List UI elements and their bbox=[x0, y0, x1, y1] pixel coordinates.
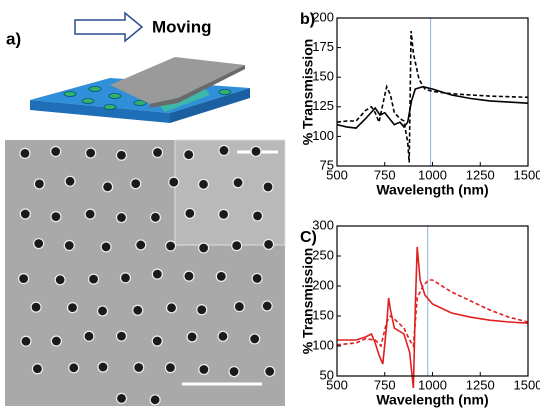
hole bbox=[165, 363, 175, 373]
hole bbox=[187, 332, 197, 342]
hole bbox=[263, 182, 273, 192]
x-tick-label: 1500 bbox=[514, 167, 540, 182]
hole bbox=[216, 271, 226, 281]
y-tick-label: 300 bbox=[312, 217, 334, 232]
hole bbox=[251, 146, 261, 156]
hole bbox=[20, 148, 30, 158]
x-tick-label: 1500 bbox=[514, 377, 540, 392]
hole bbox=[68, 303, 78, 313]
hole bbox=[152, 336, 162, 346]
hole bbox=[86, 148, 96, 158]
arrow-text: Moving bbox=[152, 17, 212, 36]
hole bbox=[265, 366, 275, 376]
arrow bbox=[75, 13, 142, 41]
hole bbox=[199, 243, 209, 253]
panel-label: a) bbox=[6, 29, 21, 48]
hole bbox=[150, 212, 160, 222]
hole bbox=[199, 364, 209, 374]
hole bbox=[116, 150, 126, 160]
x-tick-label: 500 bbox=[326, 167, 348, 182]
hole bbox=[150, 395, 160, 405]
hole bbox=[169, 177, 179, 187]
hole bbox=[234, 302, 244, 312]
hole bbox=[98, 362, 108, 372]
hole bbox=[184, 150, 194, 160]
x-tick-label: 1000 bbox=[418, 167, 447, 182]
hole bbox=[167, 303, 177, 313]
hole bbox=[253, 211, 263, 221]
hole bbox=[51, 336, 61, 346]
y-axis-label: % Transmission bbox=[300, 248, 316, 355]
hole bbox=[219, 145, 229, 155]
hole bbox=[232, 241, 242, 251]
hole bbox=[89, 274, 99, 284]
hole bbox=[31, 302, 41, 312]
hole bbox=[84, 331, 94, 341]
x-tick-label: 750 bbox=[374, 377, 396, 392]
data-line bbox=[337, 247, 528, 388]
sem-image bbox=[5, 140, 285, 406]
data-line bbox=[337, 87, 528, 128]
figure: a) Moving b)7510012515017520050075010001… bbox=[0, 0, 540, 412]
hole bbox=[199, 179, 209, 189]
hole bbox=[19, 274, 29, 284]
hole bbox=[153, 147, 163, 157]
hole bbox=[264, 239, 274, 249]
hole bbox=[250, 334, 260, 344]
hole bbox=[103, 182, 113, 192]
hole bbox=[55, 275, 65, 285]
hole bbox=[116, 331, 126, 341]
plot-frame bbox=[337, 18, 528, 166]
hole bbox=[133, 305, 143, 315]
hole bbox=[185, 208, 195, 218]
hole bbox=[229, 367, 239, 377]
hole bbox=[152, 269, 162, 279]
hole bbox=[32, 364, 42, 374]
hole bbox=[101, 242, 111, 252]
hole bbox=[134, 363, 144, 373]
hole bbox=[136, 240, 146, 250]
hole bbox=[197, 305, 207, 315]
hole bbox=[166, 241, 176, 251]
hole bbox=[219, 209, 229, 219]
hole bbox=[131, 179, 141, 189]
plot-frame bbox=[337, 226, 528, 376]
hole bbox=[184, 271, 194, 281]
x-axis-label: Wavelength (nm) bbox=[376, 392, 488, 408]
hole bbox=[69, 363, 79, 373]
schematic bbox=[30, 57, 250, 123]
hole bbox=[51, 146, 61, 156]
hole bbox=[262, 301, 272, 311]
hole bbox=[64, 240, 74, 250]
hole bbox=[85, 209, 95, 219]
x-tick-label: 500 bbox=[326, 377, 348, 392]
x-tick-label: 1250 bbox=[466, 377, 495, 392]
hole bbox=[218, 331, 228, 341]
x-tick-label: 1000 bbox=[418, 377, 447, 392]
hole bbox=[20, 209, 30, 219]
hole bbox=[34, 239, 44, 249]
hole bbox=[34, 179, 44, 189]
hole bbox=[98, 306, 108, 316]
x-tick-label: 1250 bbox=[466, 167, 495, 182]
hole bbox=[252, 273, 262, 283]
hole bbox=[21, 336, 31, 346]
x-tick-label: 750 bbox=[374, 167, 396, 182]
hole bbox=[51, 212, 61, 222]
hole bbox=[65, 176, 75, 186]
y-tick-label: 200 bbox=[312, 9, 334, 24]
hole bbox=[116, 213, 126, 223]
hole bbox=[233, 178, 243, 188]
hole bbox=[116, 393, 126, 403]
y-axis-label: % Transmission bbox=[300, 39, 316, 146]
data-line bbox=[337, 31, 528, 162]
hole bbox=[120, 273, 130, 283]
x-axis-label: Wavelength (nm) bbox=[376, 182, 488, 198]
